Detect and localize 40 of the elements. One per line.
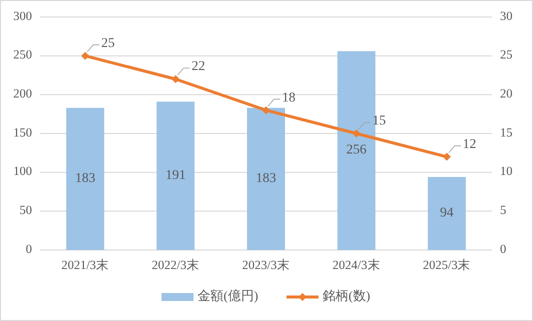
point <box>442 152 451 161</box>
y2-tick-label: 30 <box>500 8 512 23</box>
x-tick-label: 2023/3末 <box>242 258 290 272</box>
bar <box>247 108 285 250</box>
y2-tick-label: 15 <box>500 125 512 140</box>
y-tick-label: 50 <box>20 203 32 218</box>
x-tick-label: 2022/3末 <box>152 258 200 272</box>
legend-label: 銘柄(数) <box>322 288 370 303</box>
y-tick-label: 0 <box>26 242 32 256</box>
data-label: 22 <box>192 58 206 74</box>
x-tick-label: 2021/3末 <box>61 258 110 272</box>
y2-tick-label: 0 <box>500 242 506 256</box>
data-label: 12 <box>462 136 476 151</box>
y2-tick-label: 25 <box>500 48 512 62</box>
y-tick-label: 300 <box>13 8 32 23</box>
point <box>352 130 360 138</box>
x-tick-label: 2025/3末 <box>422 258 471 272</box>
data-label: 183 <box>256 170 276 186</box>
y-tick-label: 200 <box>13 86 32 101</box>
y-tick-label: 250 <box>13 48 32 62</box>
legend-label: 金額(億円) <box>198 288 258 303</box>
data-label: 18 <box>282 89 296 104</box>
y-tick-label: 150 <box>13 125 32 140</box>
point <box>172 75 180 84</box>
y2-tick-label: 20 <box>500 86 512 101</box>
data-label: 94 <box>440 204 454 220</box>
bar <box>428 176 466 250</box>
data-label: 183 <box>75 170 96 186</box>
data-label: 256 <box>346 142 367 157</box>
point <box>262 106 270 114</box>
y2-tick-label: 10 <box>500 164 512 178</box>
point <box>81 52 90 60</box>
y-tick-label: 100 <box>13 164 32 178</box>
data-label: 191 <box>165 166 186 182</box>
bar <box>156 102 195 250</box>
bar <box>66 108 104 250</box>
x-tick-label: 2024/3末 <box>332 258 380 272</box>
y2-tick-label: 5 <box>500 203 506 218</box>
data-label: 25 <box>101 34 115 50</box>
bar <box>337 51 376 250</box>
